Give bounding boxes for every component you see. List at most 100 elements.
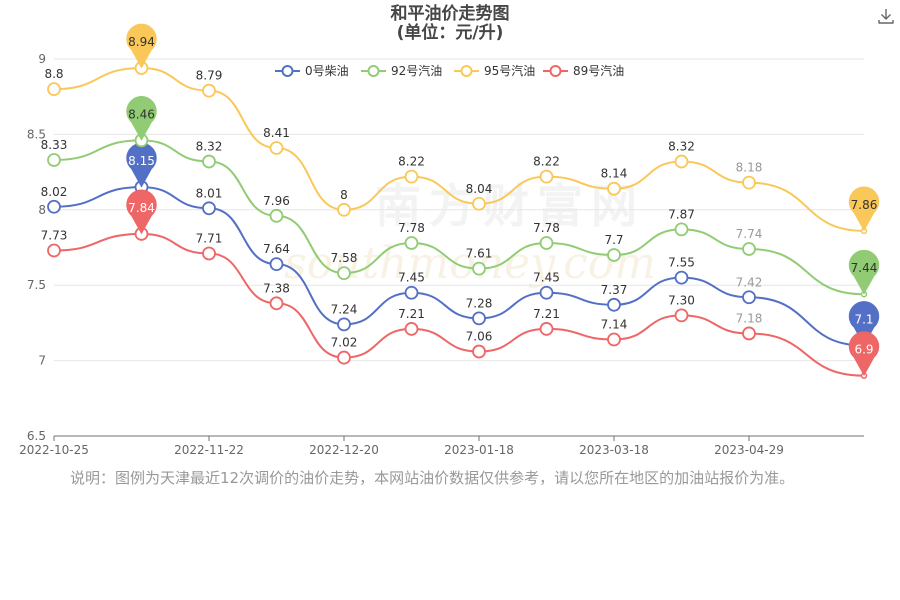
legend-item-2[interactable]: 95号汽油 xyxy=(454,63,535,78)
data-point[interactable] xyxy=(202,246,216,261)
data-point[interactable] xyxy=(47,153,61,167)
data-point[interactable] xyxy=(202,83,216,98)
data-label: 7.73 xyxy=(41,229,68,243)
legend-item-0[interactable]: 0号柴油 xyxy=(275,64,349,78)
series-2: 8.8 8.79 8.41 8 8.22 8.04 8.22 8.14 8.32 8.18 8.94… xyxy=(44,23,880,235)
data-point[interactable] xyxy=(674,270,689,285)
data-label: 7.37 xyxy=(601,283,628,297)
x-tick-label: 2023-03-18 xyxy=(579,443,649,457)
data-point[interactable] xyxy=(674,222,689,237)
min-marker[interactable]: 7.1 xyxy=(848,301,880,347)
data-point[interactable] xyxy=(607,248,621,262)
data-label: 8 xyxy=(340,188,348,202)
data-point[interactable] xyxy=(472,261,486,276)
data-point[interactable] xyxy=(337,350,351,365)
data-point[interactable] xyxy=(607,297,621,312)
y-tick-label: 8 xyxy=(38,203,46,217)
marker-pin xyxy=(126,96,157,141)
data-label: 7.28 xyxy=(466,296,493,310)
data-label: 7.38 xyxy=(263,281,290,295)
legend-symbol xyxy=(367,65,380,77)
legend-label: 92号汽油 xyxy=(391,63,442,78)
min-marker[interactable]: 7.86 xyxy=(848,186,880,232)
chart-subtitle: (单位：元/升) xyxy=(396,23,504,43)
data-point[interactable] xyxy=(404,236,419,250)
legend[interactable]: 0号柴油 92号汽油 95号汽油 89号汽油 xyxy=(275,63,624,78)
marker-label: 7.86 xyxy=(851,198,878,212)
data-label: 7.78 xyxy=(398,221,425,235)
data-point[interactable] xyxy=(472,196,486,211)
data-point[interactable] xyxy=(47,199,61,214)
data-label: 8.79 xyxy=(196,69,223,83)
data-point[interactable] xyxy=(269,208,284,223)
download-icon[interactable] xyxy=(876,6,896,26)
data-point[interactable] xyxy=(539,322,554,336)
data-point[interactable] xyxy=(539,285,554,300)
data-point[interactable] xyxy=(337,266,351,281)
data-point[interactable] xyxy=(337,202,351,217)
data-point[interactable] xyxy=(607,181,621,196)
legend-item-1[interactable]: 92号汽油 xyxy=(361,63,442,78)
data-point[interactable] xyxy=(539,169,554,184)
data-point[interactable] xyxy=(742,290,756,305)
max-marker[interactable]: 8.94 xyxy=(126,23,157,69)
data-label: 8.22 xyxy=(533,155,560,169)
grid-lines xyxy=(54,58,864,362)
legend-label: 95号汽油 xyxy=(484,63,535,78)
data-label: 7.64 xyxy=(263,242,290,256)
data-label: 7.45 xyxy=(533,271,560,285)
data-point[interactable] xyxy=(472,344,486,359)
marker-label: 8.15 xyxy=(128,154,155,168)
series-0: 8.02 8.01 7.64 7.24 7.45 7.28 7.45 7.37 7.55 7.42… xyxy=(41,142,880,349)
data-label: 7.71 xyxy=(196,232,223,246)
data-point[interactable] xyxy=(472,311,486,326)
legend-symbol xyxy=(281,65,294,77)
legend-item-3[interactable]: 89号汽油 xyxy=(543,63,624,78)
marker-label: 7.44 xyxy=(851,261,878,275)
data-point[interactable] xyxy=(674,308,689,323)
marker-label: 8.46 xyxy=(128,107,155,121)
data-point[interactable] xyxy=(404,169,419,184)
y-tick-label: 9 xyxy=(38,52,46,66)
data-point[interactable] xyxy=(742,326,756,341)
data-point[interactable] xyxy=(674,154,689,169)
series-3: 7.73 7.717.387.027.217.067.217.147.307.18… xyxy=(41,189,880,379)
data-point[interactable] xyxy=(202,201,216,216)
data-point[interactable] xyxy=(47,82,61,97)
data-point[interactable] xyxy=(47,243,61,258)
max-marker[interactable]: 8.46 xyxy=(126,96,157,141)
marker-pin xyxy=(848,186,880,232)
data-label: 8.14 xyxy=(601,167,628,181)
data-point[interactable] xyxy=(269,296,284,311)
data-point[interactable] xyxy=(607,332,621,347)
max-marker[interactable]: 8.15 xyxy=(126,142,157,188)
data-label: 7.06 xyxy=(466,330,493,344)
min-marker[interactable]: 7.44 xyxy=(848,249,880,295)
marker-label: 7.1 xyxy=(854,313,873,327)
legend-symbol xyxy=(549,65,562,77)
marker-pin xyxy=(126,23,157,69)
data-point[interactable] xyxy=(202,154,216,169)
data-label: 7.45 xyxy=(398,271,425,285)
min-marker[interactable]: 6.9 xyxy=(848,331,880,377)
data-label: 8.04 xyxy=(466,182,493,196)
data-point[interactable] xyxy=(337,317,351,332)
data-point[interactable] xyxy=(404,285,419,300)
y-tick-label: 7.5 xyxy=(27,278,46,292)
data-point[interactable] xyxy=(269,257,284,271)
legend-label: 0号柴油 xyxy=(305,64,349,78)
data-label: 7.7 xyxy=(604,233,623,247)
marker-pin xyxy=(848,331,880,377)
x-tick-label: 2022-12-20 xyxy=(309,443,379,457)
marker-label: 7.84 xyxy=(128,201,155,215)
series-1: 8.33 8.32 7.96 7.58 7.78 7.61 7.78 7.7 7.87 7.74 8… xyxy=(41,96,880,298)
data-point[interactable] xyxy=(742,242,756,256)
marker-label: 6.9 xyxy=(854,343,873,357)
data-point[interactable] xyxy=(269,141,284,155)
data-point[interactable] xyxy=(404,322,419,336)
data-point[interactable] xyxy=(539,236,554,250)
max-marker[interactable]: 7.84 xyxy=(126,189,157,235)
data-point[interactable] xyxy=(742,175,756,190)
data-label: 8.33 xyxy=(41,138,68,152)
legend-label: 89号汽油 xyxy=(573,63,624,78)
